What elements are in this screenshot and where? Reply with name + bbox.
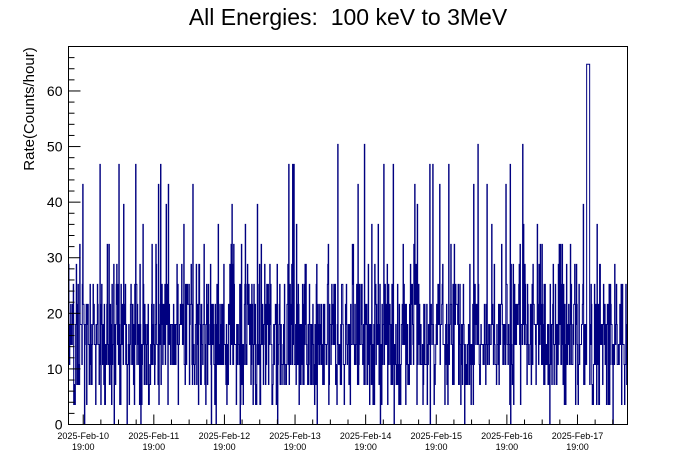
- x-tick-label-date: 2025-Feb-11: [128, 431, 179, 441]
- y-tick-label: 60: [47, 83, 63, 99]
- x-tick-label-time: 19:00: [284, 442, 307, 452]
- y-tick-label: 20: [47, 305, 63, 321]
- y-tick-label: 10: [47, 361, 63, 377]
- x-tick-label-time: 19:00: [354, 442, 377, 452]
- x-tick-label-time: 19:00: [566, 442, 589, 452]
- x-tick-label-date: 2025-Feb-10: [57, 431, 109, 441]
- y-tick-label: 50: [47, 139, 63, 155]
- y-tick-label: 0: [55, 417, 63, 433]
- x-tick-label-time: 19:00: [213, 442, 236, 452]
- chart-title: All Energies: 100 keV to 3MeV: [188, 4, 508, 30]
- y-axis: 0 10 20 30 40 50 60: [47, 46, 81, 433]
- x-axis: 2025-Feb-1019:002025-Feb-1119:002025-Feb…: [57, 414, 614, 452]
- x-tick-label-date: 2025-Feb-17: [552, 431, 604, 441]
- x-tick-label-time: 19:00: [496, 442, 519, 452]
- x-tick-label-time: 19:00: [143, 442, 166, 452]
- y-tick-label: 30: [47, 250, 63, 266]
- x-tick-label-date: 2025-Feb-15: [410, 431, 462, 441]
- x-tick-label-date: 2025-Feb-13: [269, 431, 321, 441]
- x-tick-label-time: 19:00: [425, 442, 448, 452]
- series-line-rate: [68, 63, 628, 425]
- x-tick-label-date: 2025-Feb-16: [481, 431, 533, 441]
- y-axis-label: Rate(Counts/hour): [21, 47, 38, 170]
- series-layer: [68, 63, 628, 425]
- x-tick-label-time: 19:00: [72, 442, 95, 452]
- x-tick-label-date: 2025-Feb-14: [340, 431, 392, 441]
- x-tick-label-date: 2025-Feb-12: [199, 431, 251, 441]
- y-tick-label: 40: [47, 194, 63, 210]
